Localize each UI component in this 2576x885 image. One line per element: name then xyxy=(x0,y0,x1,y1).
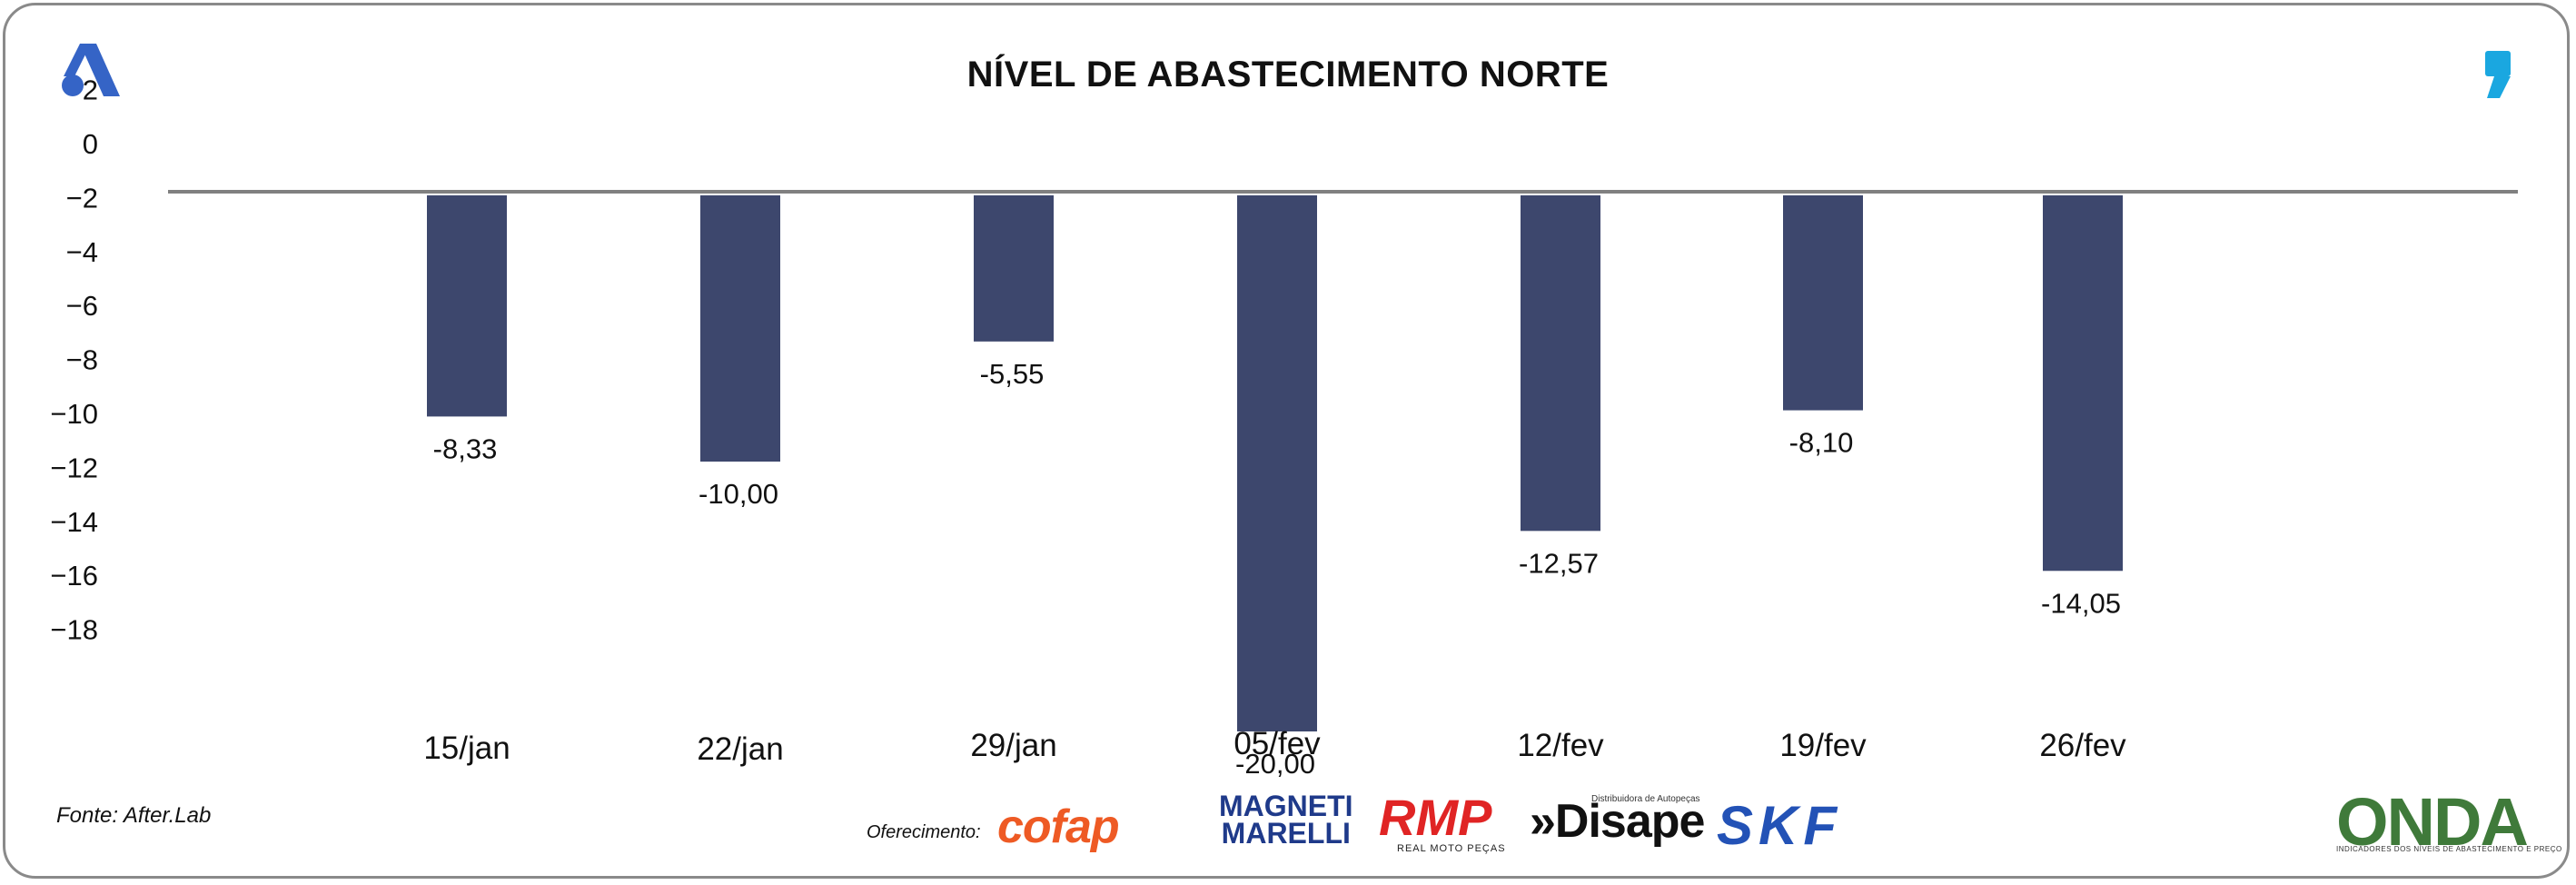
cofap-logo: cofap xyxy=(997,800,1120,853)
data-label: -8,10 xyxy=(1789,427,1854,459)
x-category-label: 29/jan xyxy=(970,728,1056,763)
data-label: -14,05 xyxy=(2041,587,2121,619)
x-category-label: 05/fev xyxy=(1234,726,1321,761)
x-category-label: 26/fev xyxy=(2039,728,2126,763)
y-tick-label: −8 xyxy=(66,344,98,376)
bar-19-fev xyxy=(1783,195,1863,411)
y-tick-label: −4 xyxy=(66,236,98,268)
data-label: -8,33 xyxy=(433,433,498,464)
onda-subtitle: INDICADORES DOS NÍVEIS DE ABASTECIMENTO … xyxy=(2336,845,2562,853)
data-label: -10,00 xyxy=(698,478,778,510)
y-tick-label: −6 xyxy=(66,290,98,322)
x-category-label: 19/fev xyxy=(1779,728,1867,763)
y-tick-label: −10 xyxy=(50,398,98,430)
chart-title: NÍVEL DE ABASTECIMENTO NORTE xyxy=(966,55,1610,94)
magneti-line1: MAGNETI xyxy=(1219,790,1353,822)
source-note: Fonte: After.Lab xyxy=(56,803,212,828)
x-category-label: 12/fev xyxy=(1517,728,1604,763)
y-tick-label: −12 xyxy=(50,452,98,483)
magneti-marelli-logo: MAGNETI MARELLI xyxy=(1219,790,1353,850)
bar-22-jan xyxy=(700,195,780,462)
y-tick-label: −2 xyxy=(66,182,98,214)
magneti-line2: MARELLI xyxy=(1221,817,1351,850)
rmp-subtitle: REAL MOTO PEÇAS xyxy=(1397,843,1506,854)
disape-logo: »Disape xyxy=(1530,795,1705,848)
data-label: -20,00 xyxy=(1235,748,1315,780)
y-tick-label: 2 xyxy=(83,75,98,106)
y-tick-label: −16 xyxy=(50,560,98,592)
y-tick-label: −18 xyxy=(50,614,98,646)
data-label: -12,57 xyxy=(1519,547,1599,579)
quote-mark-icon xyxy=(2485,51,2511,98)
y-tick-label: −14 xyxy=(50,506,98,538)
bar-29-jan xyxy=(974,195,1054,342)
rmp-logo: RMP xyxy=(1379,789,1492,846)
sponsor-label: Oferecimento: xyxy=(867,822,981,842)
onda-logo: ONDA xyxy=(2336,784,2529,860)
bar-12-fev xyxy=(1521,195,1600,532)
bar-26-fev xyxy=(2043,195,2123,572)
skf-logo: SKF xyxy=(1717,795,1842,856)
abstract-a-logo-icon xyxy=(62,44,120,96)
x-category-label: 15/jan xyxy=(423,731,510,766)
bar-15-jan xyxy=(427,195,507,417)
bar-05-fev xyxy=(1237,195,1317,731)
y-tick-label: 0 xyxy=(83,128,98,160)
x-category-label: 22/jan xyxy=(697,731,783,767)
disape-subtitle: Distribuidora de Autopeças xyxy=(1591,794,1700,804)
data-label: -5,55 xyxy=(980,358,1045,390)
